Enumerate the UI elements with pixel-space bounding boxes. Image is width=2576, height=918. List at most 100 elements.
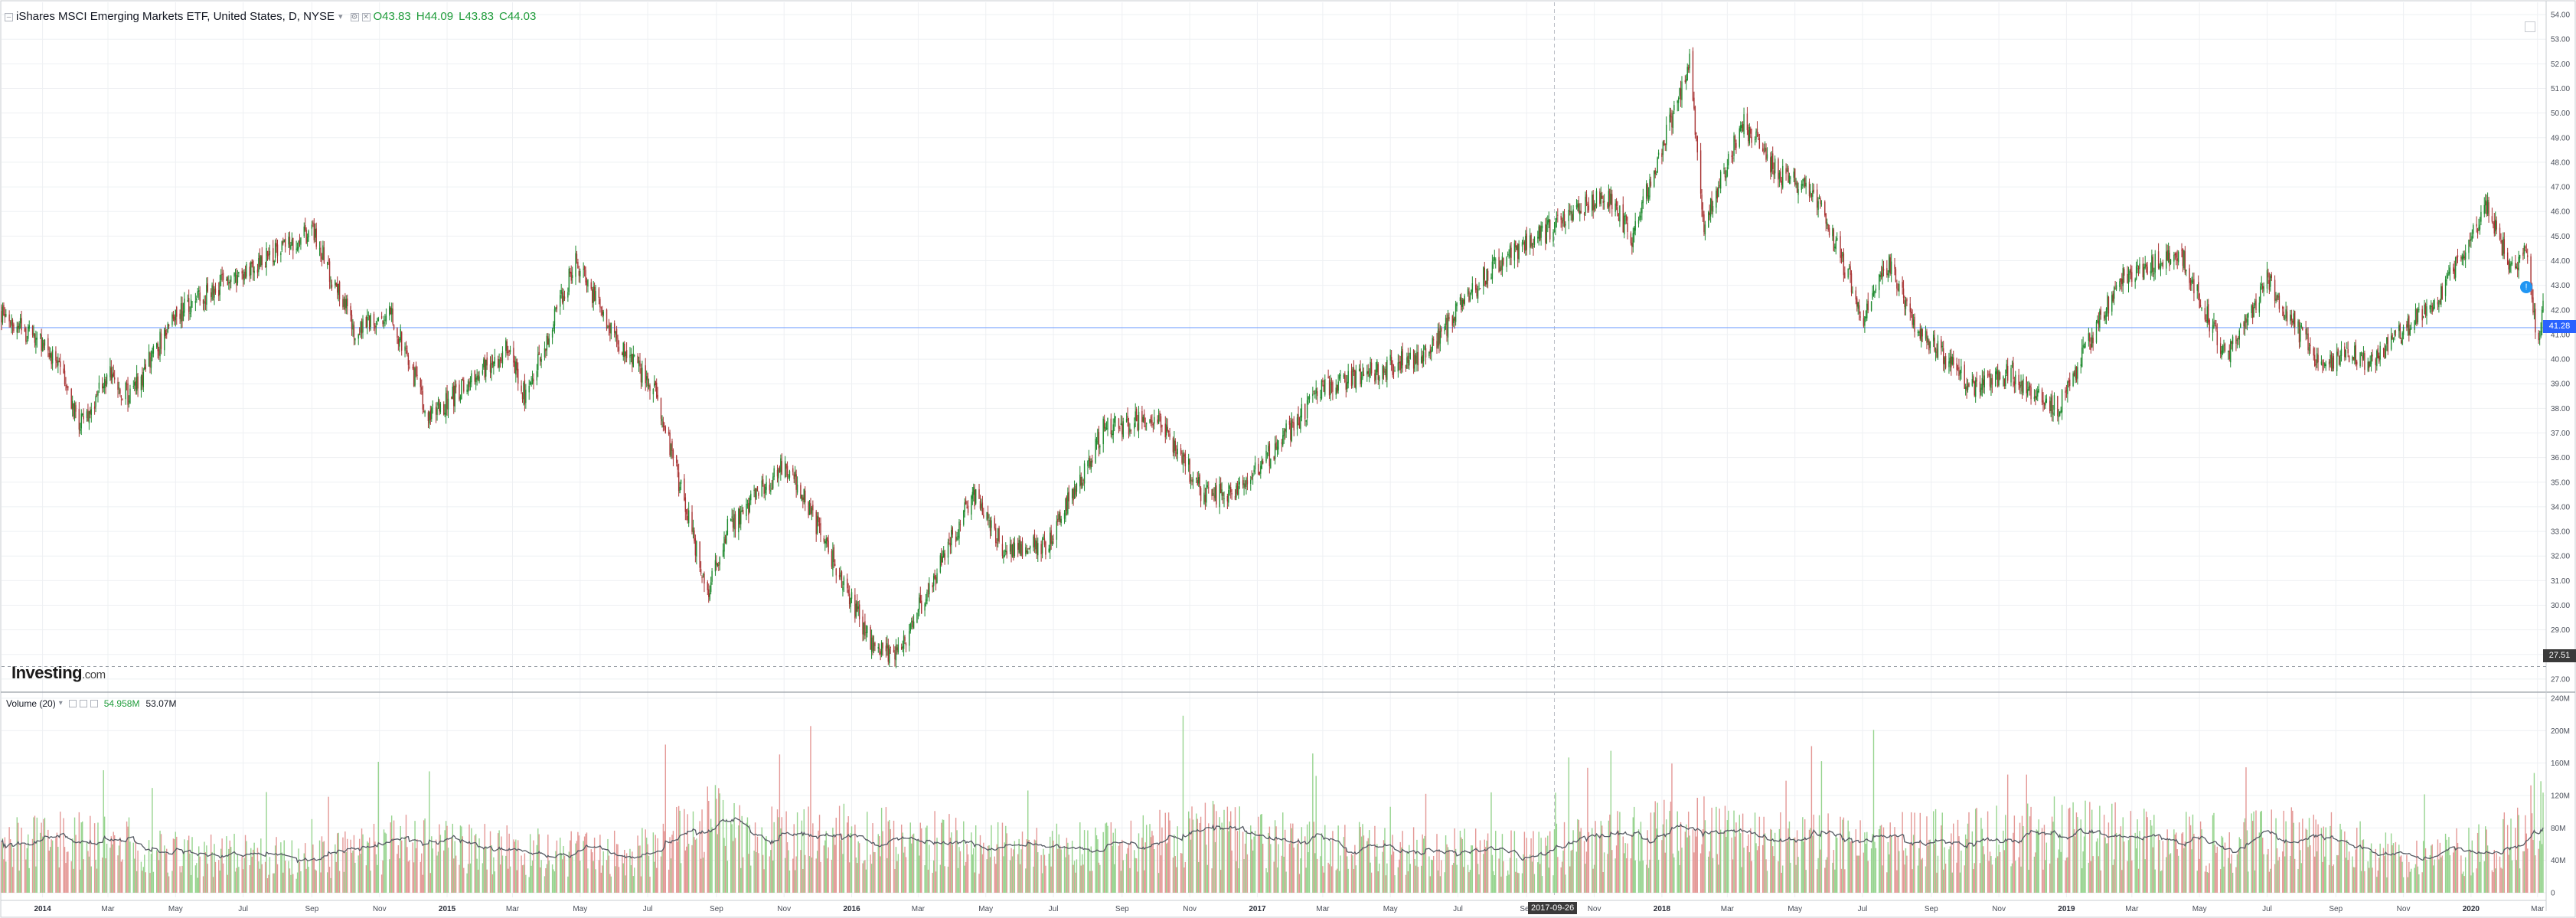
candle-body	[2011, 365, 2013, 367]
candle	[2018, 368, 2019, 390]
candle	[2367, 358, 2369, 373]
candle	[1696, 135, 1698, 161]
candle	[149, 351, 151, 374]
candle	[413, 361, 415, 387]
candle	[2, 302, 4, 325]
candle	[1234, 489, 1236, 501]
time-tick-label: Sep	[2329, 905, 2343, 913]
candle	[1820, 200, 1823, 207]
candle-body	[299, 239, 301, 243]
candle-body	[1288, 420, 1291, 425]
candle-body	[1572, 209, 1574, 221]
candle-body	[1285, 423, 1287, 433]
candle-body	[43, 342, 44, 348]
candle-body	[1484, 267, 1485, 280]
candle-body	[1363, 374, 1365, 376]
candle-body	[505, 340, 507, 351]
candle	[1641, 200, 1643, 221]
candle	[501, 346, 504, 368]
candle	[1570, 205, 1572, 221]
candle-body	[1525, 235, 1526, 251]
candle	[253, 266, 255, 281]
candle	[2426, 299, 2427, 325]
candle-body	[1570, 211, 1572, 214]
candle-body	[1611, 194, 1613, 210]
candle	[2313, 346, 2314, 361]
candle	[1203, 484, 1205, 505]
candle	[1944, 353, 1947, 370]
candle-body	[1904, 300, 1905, 308]
candle	[832, 542, 834, 577]
candle	[350, 302, 351, 322]
candle	[1252, 472, 1254, 485]
candle-body	[1625, 215, 1628, 221]
candle	[509, 345, 511, 355]
candle	[243, 269, 245, 285]
candle	[2092, 332, 2094, 351]
candle	[842, 581, 844, 597]
candle-body	[615, 328, 618, 339]
candle	[1368, 368, 1370, 383]
candle	[1708, 211, 1709, 228]
candle	[701, 575, 703, 583]
candle	[1025, 543, 1027, 557]
candle	[730, 518, 732, 522]
candle	[145, 359, 146, 372]
candle	[2144, 256, 2146, 270]
candle	[1486, 268, 1487, 288]
candle	[455, 380, 457, 394]
candle	[1981, 369, 1983, 397]
candle-body	[1902, 288, 1905, 299]
price-tick-label: 33.00	[2551, 528, 2570, 537]
candle	[328, 258, 331, 289]
candle	[1219, 476, 1220, 515]
candle	[1797, 182, 1799, 204]
candle-body	[1928, 340, 1930, 351]
price-tick-label: 36.00	[2551, 454, 2570, 462]
candle-body	[739, 508, 740, 524]
candle-body	[1549, 220, 1551, 240]
candle	[1995, 368, 1996, 387]
candle	[157, 341, 158, 359]
candle	[1291, 412, 1293, 443]
candle	[1671, 109, 1673, 136]
candle	[599, 296, 601, 313]
candle-body	[1649, 178, 1650, 198]
candle	[1304, 403, 1306, 426]
time-tick-label: May	[1383, 905, 1398, 913]
candle-body	[2444, 279, 2447, 296]
candle	[1624, 211, 1626, 225]
candle-body	[253, 270, 255, 273]
candle-body	[1491, 261, 1494, 279]
candle	[2159, 263, 2160, 270]
candle-body	[1485, 280, 1487, 285]
candle	[269, 244, 271, 261]
candle-body	[35, 338, 37, 346]
candle-body	[1531, 243, 1533, 246]
candle-body	[1941, 345, 1943, 347]
candle	[1063, 510, 1066, 524]
candle-body	[1, 311, 2, 322]
candle-body	[877, 646, 879, 649]
candle	[134, 377, 135, 392]
candle-body	[1028, 548, 1030, 550]
candle-body	[2453, 267, 2454, 272]
candle-body	[2091, 335, 2093, 348]
candle	[537, 346, 539, 377]
candle	[1229, 484, 1230, 496]
candle	[2027, 381, 2029, 398]
candle	[382, 320, 384, 327]
candle-body	[1575, 205, 1578, 207]
candle	[1129, 423, 1131, 437]
candle	[1974, 377, 1977, 403]
candle-body	[165, 330, 166, 336]
candle-body	[1260, 466, 1262, 474]
candle-body	[1292, 421, 1294, 423]
candle	[174, 314, 175, 325]
candle-body	[788, 471, 791, 478]
candle-body	[1708, 211, 1709, 227]
candle	[886, 635, 888, 656]
candle-body	[1766, 154, 1768, 159]
candle	[764, 483, 766, 501]
